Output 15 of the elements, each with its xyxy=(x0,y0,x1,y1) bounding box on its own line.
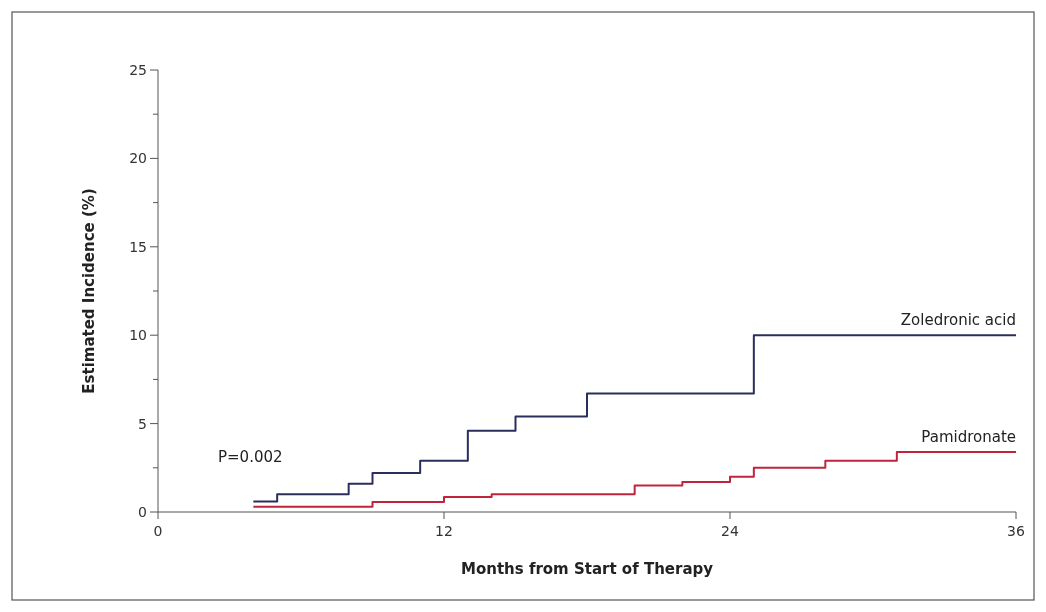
series-label: Pamidronate xyxy=(921,427,1016,446)
y-tick-label: 20 xyxy=(129,150,147,167)
x-tick-label: 0 xyxy=(153,523,163,539)
x-axis-title: Months from Start of Therapy xyxy=(460,560,714,578)
y-tick-label: 0 xyxy=(138,503,147,520)
y-tick-label: 25 xyxy=(129,61,147,78)
x-tick-label: 12 xyxy=(435,523,453,539)
x-tick-label: 24 xyxy=(721,523,739,539)
y-axis-title: Estimated Incidence (%) xyxy=(80,188,98,394)
y-tick-label: 10 xyxy=(129,327,147,344)
y-tick-label: 5 xyxy=(138,415,147,432)
series-label: Zoledronic acid xyxy=(900,311,1016,330)
annotation: P=0.002 xyxy=(218,448,283,466)
y-tick-label: 15 xyxy=(129,238,147,255)
x-tick-label: 36 xyxy=(1007,523,1025,539)
